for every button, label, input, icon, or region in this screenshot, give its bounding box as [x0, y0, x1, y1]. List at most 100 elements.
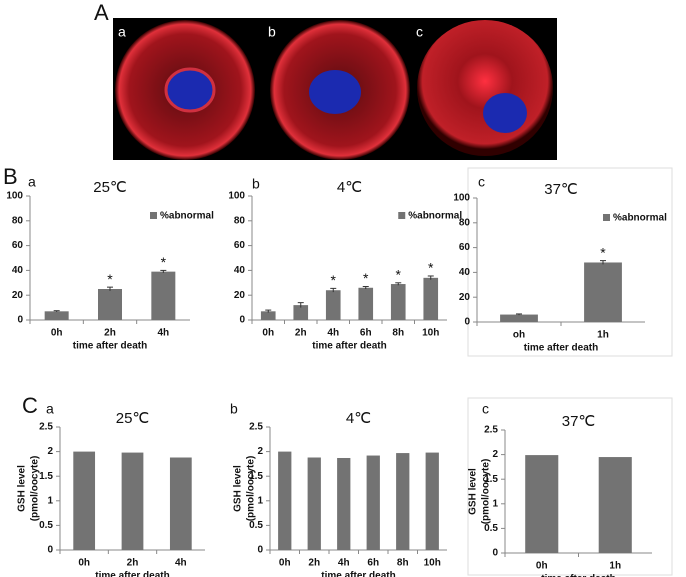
x-tick-label: 0h	[279, 558, 291, 569]
bar	[423, 277, 439, 320]
y-tick-label: 40	[234, 265, 246, 276]
x-tick-label: 4h	[327, 328, 339, 339]
panel-label: a	[46, 401, 54, 417]
chart-title: 25℃	[116, 410, 150, 427]
x-tick-label: 10h	[422, 328, 439, 339]
legend-swatch	[398, 212, 406, 219]
y-tick-label: 1.5	[484, 474, 498, 485]
bar	[293, 305, 309, 320]
x-tick-label: 1h	[597, 330, 609, 341]
y-tick-label: 0	[17, 315, 23, 326]
bar	[425, 452, 439, 550]
significance-mark: *	[107, 271, 113, 287]
y-tick-label: 2.5	[39, 422, 53, 433]
y-tick-label: 60	[459, 242, 471, 253]
bar	[584, 262, 622, 322]
y-tick-label: 0.5	[39, 520, 53, 531]
x-tick-label: 6h	[367, 558, 379, 569]
y-tick-label: 1.5	[39, 471, 53, 482]
bar	[307, 457, 321, 550]
bar	[98, 289, 122, 320]
x-tick-label: 8h	[392, 328, 404, 339]
x-tick-label: 0h	[536, 561, 548, 572]
legend-label: %abnormal	[408, 211, 462, 222]
panel-label: c	[478, 174, 485, 190]
legend-swatch	[150, 212, 157, 219]
y-axis-label: (pmol/oocyte)	[481, 459, 492, 525]
image-label: b	[268, 24, 276, 40]
y-tick-label: 0	[239, 315, 245, 326]
y-tick-label: 1.5	[249, 471, 263, 482]
x-tick-label: 4h	[157, 328, 169, 339]
y-tick-label: 20	[12, 290, 24, 301]
y-tick-label: 2	[257, 446, 263, 457]
legend-swatch	[603, 214, 610, 221]
x-tick-label: 4h	[338, 558, 350, 569]
bar	[325, 290, 341, 320]
panel-frame	[467, 397, 673, 576]
y-tick-label: 0	[47, 545, 53, 556]
x-tick-label: 6h	[360, 328, 372, 339]
x-tick-label: oh	[513, 330, 525, 341]
figure-label: A	[94, 0, 109, 25]
x-tick-label: 2h	[104, 328, 116, 339]
nucleus	[309, 70, 361, 114]
bar	[500, 314, 538, 322]
x-axis-label: time after death	[524, 343, 598, 354]
panel-label: c	[482, 401, 489, 417]
bar	[73, 451, 96, 550]
y-tick-label: 0	[464, 317, 470, 328]
significance-mark: *	[363, 270, 369, 286]
bar	[151, 271, 176, 320]
bar	[44, 311, 69, 320]
y-tick-label: 100	[6, 191, 23, 202]
panel-label: b	[230, 401, 238, 417]
chart-title: 37℃	[562, 413, 596, 430]
y-tick-label: 80	[12, 215, 24, 226]
y-axis-label: GSH level	[17, 465, 28, 512]
y-tick-label: 0.5	[249, 520, 263, 531]
y-tick-label: 80	[234, 215, 246, 226]
bar	[337, 457, 351, 550]
significance-mark: *	[428, 260, 434, 276]
legend-label: %abnormal	[613, 213, 667, 224]
nucleus	[164, 67, 216, 113]
chart-title: 37℃	[544, 181, 578, 198]
nucleus	[483, 93, 527, 133]
x-tick-label: 2h	[127, 558, 139, 569]
y-tick-label: 80	[459, 217, 471, 228]
y-tick-label: 2	[47, 446, 53, 457]
y-tick-label: 2	[492, 449, 498, 460]
y-tick-label: 1	[257, 495, 263, 506]
x-axis-label: time after death	[541, 574, 615, 577]
x-tick-label: 1h	[609, 561, 621, 572]
x-tick-label: 0h	[51, 328, 63, 339]
panel-frame	[467, 167, 673, 357]
y-tick-label: 100	[228, 191, 245, 202]
image-label: c	[416, 24, 423, 40]
y-tick-label: 1	[492, 498, 498, 509]
bar	[358, 287, 374, 320]
y-tick-label: 2.5	[249, 422, 263, 433]
bar	[396, 453, 410, 550]
bar	[169, 457, 192, 550]
x-tick-label: 2h	[308, 558, 320, 569]
figure-label: C	[22, 393, 38, 418]
legend-label: %abnormal	[160, 211, 214, 222]
bar	[260, 311, 276, 320]
oocyte	[417, 20, 553, 156]
x-tick-label: 2h	[295, 328, 307, 339]
y-tick-label: 60	[234, 240, 246, 251]
y-axis-label: (pmol/oocyte)	[246, 456, 257, 522]
y-tick-label: 1	[47, 495, 53, 506]
chart-title: 25℃	[93, 179, 127, 196]
bar	[525, 455, 559, 553]
y-tick-label: 100	[453, 193, 470, 204]
x-tick-label: 0h	[262, 328, 274, 339]
y-axis-label: GSH level	[233, 465, 244, 512]
x-tick-label: 0h	[78, 558, 90, 569]
x-axis-label: time after death	[321, 571, 395, 577]
image-label: a	[118, 24, 126, 40]
chart-title: 4℃	[346, 410, 371, 427]
bar	[121, 452, 144, 550]
